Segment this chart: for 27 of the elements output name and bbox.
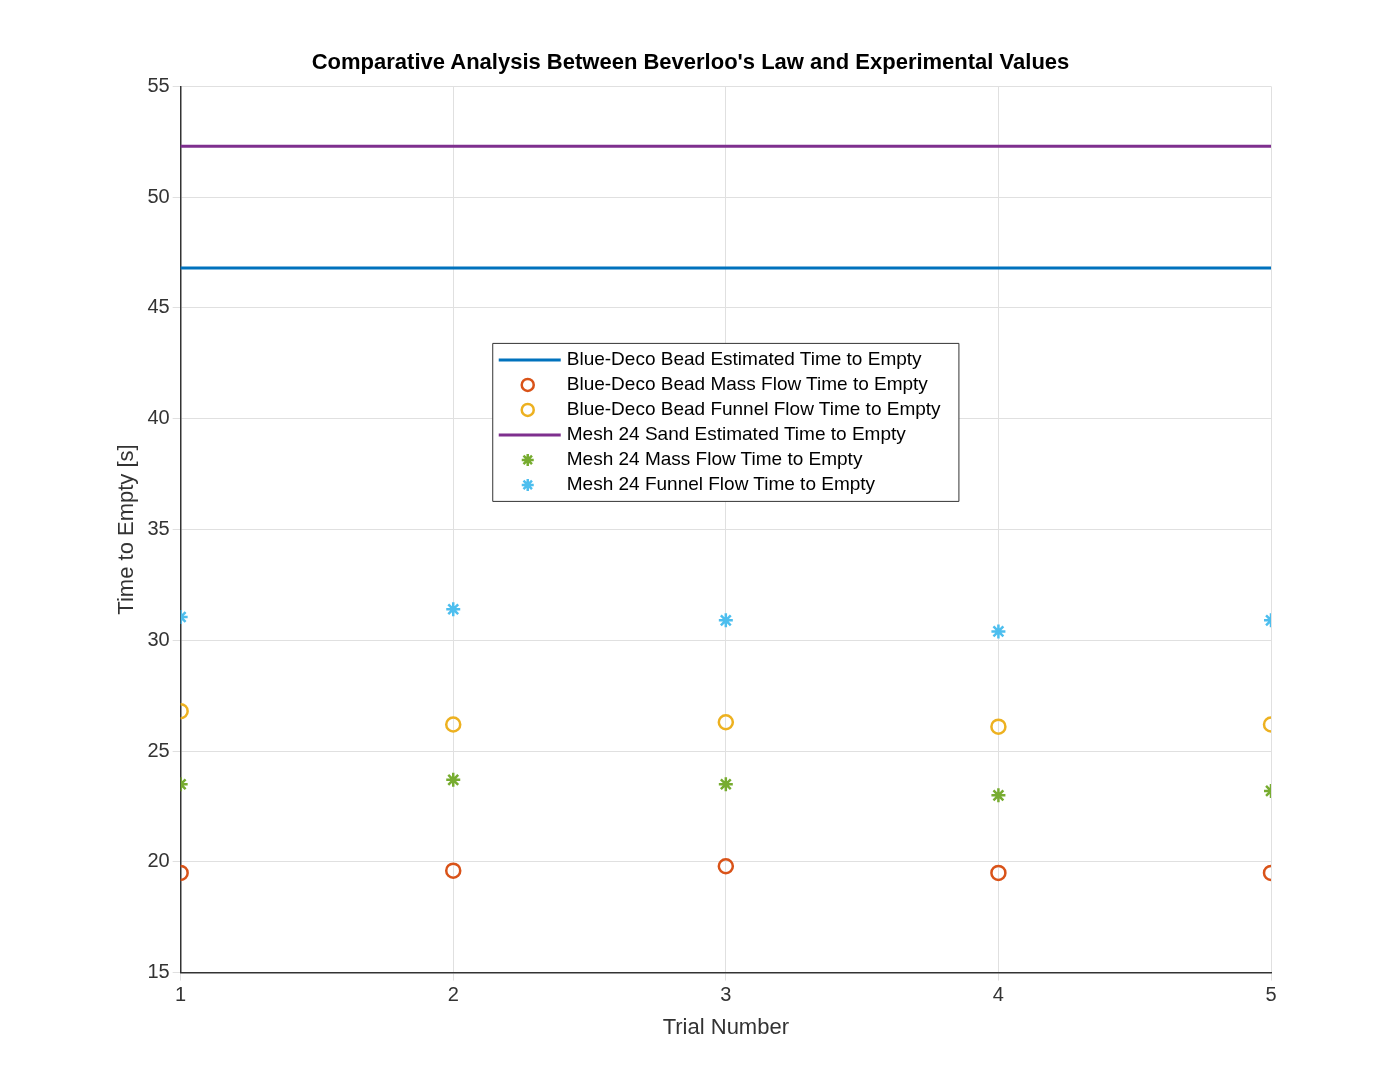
- y-tick-label: 30: [147, 627, 170, 650]
- y-tick-label: 40: [147, 406, 170, 429]
- legend-label: Mesh 24 Sand Estimated Time to Empty: [566, 423, 907, 445]
- legend-label: Mesh 24 Funnel Flow Time to Empty: [566, 473, 876, 495]
- point: [717, 612, 735, 629]
- legend-label: Blue-Deco Bead Funnel Flow Time to Empty: [566, 398, 942, 420]
- point: [717, 714, 735, 731]
- y-tick-label: 45: [147, 295, 170, 318]
- y-tick-label: 20: [147, 849, 170, 872]
- chart-title: Comparative Analysis Between Beverloo's Law and Experimental Values: [311, 49, 1070, 75]
- y-tick-label: 15: [147, 960, 170, 983]
- point: [717, 776, 735, 793]
- x-tick-label: 2: [447, 983, 459, 1006]
- y-tick-label: 35: [147, 517, 170, 540]
- x-tick-label: 3: [720, 983, 732, 1006]
- legend-label: Blue-Deco Bead Estimated Time to Empty: [566, 348, 923, 370]
- x-axis-title: Trial Number: [662, 1013, 789, 1039]
- x-tick-label: 4: [992, 983, 1004, 1006]
- y-axis-title: Time to Empty [s]: [113, 444, 139, 615]
- y-tick-label: 25: [147, 738, 170, 761]
- x-tick-label: 5: [1265, 983, 1277, 1006]
- legend-label: Mesh 24 Mass Flow Time to Empty: [566, 448, 863, 470]
- x-tick-label: 1: [175, 983, 187, 1006]
- y-tick-label: 50: [147, 184, 170, 207]
- y-tick-label: 55: [147, 73, 170, 96]
- point: [717, 858, 735, 875]
- legend-label: Blue-Deco Bead Mass Flow Time to Empty: [566, 373, 929, 395]
